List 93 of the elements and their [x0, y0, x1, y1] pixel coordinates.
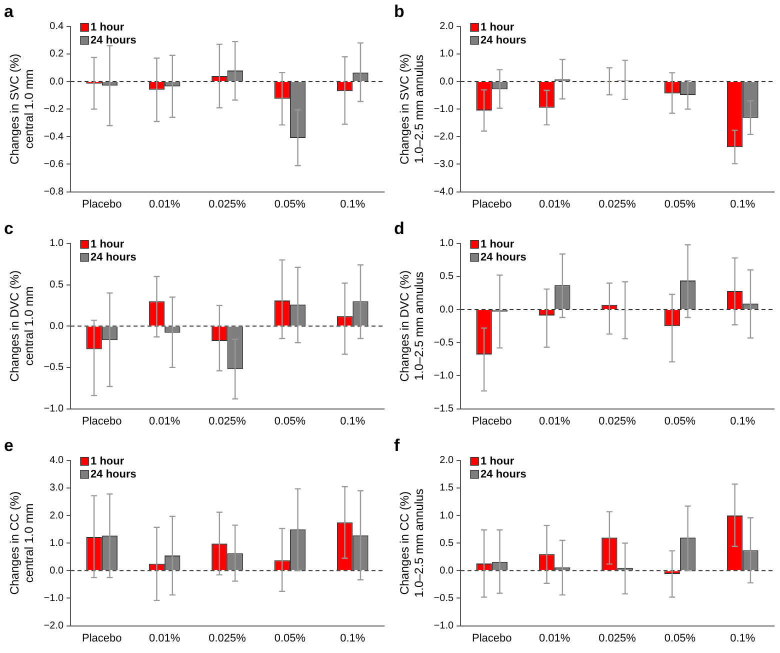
x-tick-label: 0.025%: [208, 415, 246, 428]
legend-label: 24 hours: [90, 468, 136, 480]
y-tick-label: 1.0: [50, 238, 64, 250]
legend-label: 24 hours: [480, 34, 526, 46]
y-tick-label: −1.0: [44, 592, 64, 604]
x-tick-label: 0.01%: [538, 632, 570, 644]
x-tick-label: 0.025%: [208, 198, 246, 210]
x-tick-label: Placebo: [472, 632, 512, 644]
y-tick-label: 4.0: [50, 455, 64, 466]
y-tick-label: −2.0: [44, 620, 64, 632]
y-tick-label: −3.0: [434, 158, 454, 170]
chart-title: f: [394, 436, 400, 455]
y-tick-label: −1.0: [44, 404, 64, 415]
y-axis-title: Changes in CC (%) 1.0–2.5 mm annulus: [398, 488, 426, 598]
x-tick-label: 0.05%: [274, 415, 306, 428]
x-tick-label: 0.025%: [598, 198, 636, 210]
y-tick-label: −1.5: [434, 404, 454, 415]
chart-title: e: [4, 436, 14, 455]
x-tick-label: 0.1%: [730, 632, 756, 644]
x-tick-label: 0.05%: [274, 198, 306, 210]
y-tick-label: 0.0: [50, 565, 64, 576]
y-tick-label: 2.0: [440, 455, 454, 466]
y-axis-title: Changes in SVC (%) central 1.0 mm: [8, 54, 36, 164]
y-tick-label: −1.0: [434, 620, 454, 632]
x-tick-label: Placebo: [472, 198, 512, 210]
legend-label: 1 hour: [480, 238, 515, 250]
legend-label: 1 hour: [90, 21, 125, 34]
y-tick-label: 0.5: [50, 280, 64, 290]
y-tick-label: 0.5: [440, 538, 454, 549]
legend-label: 1 hour: [90, 238, 125, 250]
x-tick-label: 0.1%: [340, 632, 366, 644]
legend-label: 1 hour: [480, 455, 515, 468]
chart-title: b: [394, 2, 404, 21]
y-tick-label: −0.2: [44, 104, 64, 115]
x-tick-label: Placebo: [82, 198, 122, 210]
chart-title: d: [394, 218, 404, 238]
y-tick-label: 1.0: [440, 510, 454, 522]
y-tick-label: 0.0: [440, 304, 454, 316]
y-axis-title: Changes in DVC (%) 1.0–2.5 mm annulus: [398, 270, 426, 382]
y-tick-label: −0.5: [44, 362, 64, 374]
y-tick-label: 1.0: [50, 538, 64, 549]
y-tick-label: 0.0: [50, 76, 64, 88]
y-tick-label: 1.5: [440, 482, 454, 494]
y-tick-label: −0.5: [434, 592, 454, 604]
y-tick-label: 2.0: [440, 21, 454, 32]
x-tick-label: 0.1%: [340, 198, 366, 210]
x-tick-label: 0.01%: [538, 198, 570, 210]
legend-label: 1 hour: [90, 455, 125, 468]
legend-label: 24 hours: [480, 251, 526, 264]
x-tick-label: 0.1%: [340, 415, 366, 428]
y-tick-label: −1.0: [434, 104, 454, 115]
chart-title: c: [4, 218, 14, 238]
y-tick-label: 0.5: [440, 271, 454, 282]
y-axis-title: Changes in DVC (%) central 1.0 mm: [8, 270, 36, 382]
x-tick-label: 0.01%: [148, 632, 180, 644]
y-tick-label: −4.0: [434, 186, 454, 198]
x-tick-label: Placebo: [82, 632, 122, 644]
y-tick-label: −0.5: [434, 337, 454, 348]
x-tick-label: 0.01%: [148, 198, 180, 210]
y-tick-label: −0.6: [44, 158, 64, 170]
x-tick-label: 0.025%: [598, 415, 636, 428]
y-tick-label: −2.0: [434, 131, 454, 142]
legend-label: 24 hours: [90, 34, 136, 46]
y-tick-label: 1.0: [440, 48, 454, 60]
x-tick-label: 0.05%: [664, 415, 696, 428]
y-tick-label: −1.0: [434, 370, 454, 382]
y-tick-label: 0.2: [50, 48, 64, 60]
x-tick-label: 0.01%: [148, 415, 180, 428]
y-axis-title: Changes in SVC (%) 1.0–2.5 mm annulus: [398, 54, 426, 164]
y-tick-label: 0.0: [50, 320, 64, 332]
x-tick-label: Placebo: [472, 415, 512, 428]
x-tick-label: 0.025%: [208, 632, 246, 644]
y-tick-label: 1.0: [440, 238, 454, 250]
y-tick-label: 0.0: [440, 565, 454, 576]
y-tick-label: 2.0: [50, 510, 64, 522]
legend-label: 24 hours: [480, 468, 526, 480]
x-tick-label: 0.025%: [598, 632, 636, 644]
x-tick-label: 0.1%: [730, 198, 756, 210]
x-tick-label: 0.01%: [538, 415, 570, 428]
x-tick-label: 0.05%: [664, 198, 696, 210]
y-tick-label: 0.4: [50, 21, 64, 32]
y-tick-label: 0.0: [440, 76, 454, 88]
x-tick-label: Placebo: [82, 415, 122, 428]
y-axis-title: Changes in CC (%) central 1.0 mm: [8, 491, 36, 595]
x-tick-label: 0.05%: [274, 632, 306, 644]
chart-title: a: [4, 2, 14, 21]
y-tick-label: −0.4: [44, 131, 64, 142]
x-tick-label: 0.05%: [664, 632, 696, 644]
legend-label: 24 hours: [90, 251, 136, 264]
legend-label: 1 hour: [480, 21, 515, 34]
y-tick-label: 3.0: [50, 482, 64, 494]
y-tick-label: −0.8: [44, 186, 64, 198]
x-tick-label: 0.1%: [730, 415, 756, 428]
